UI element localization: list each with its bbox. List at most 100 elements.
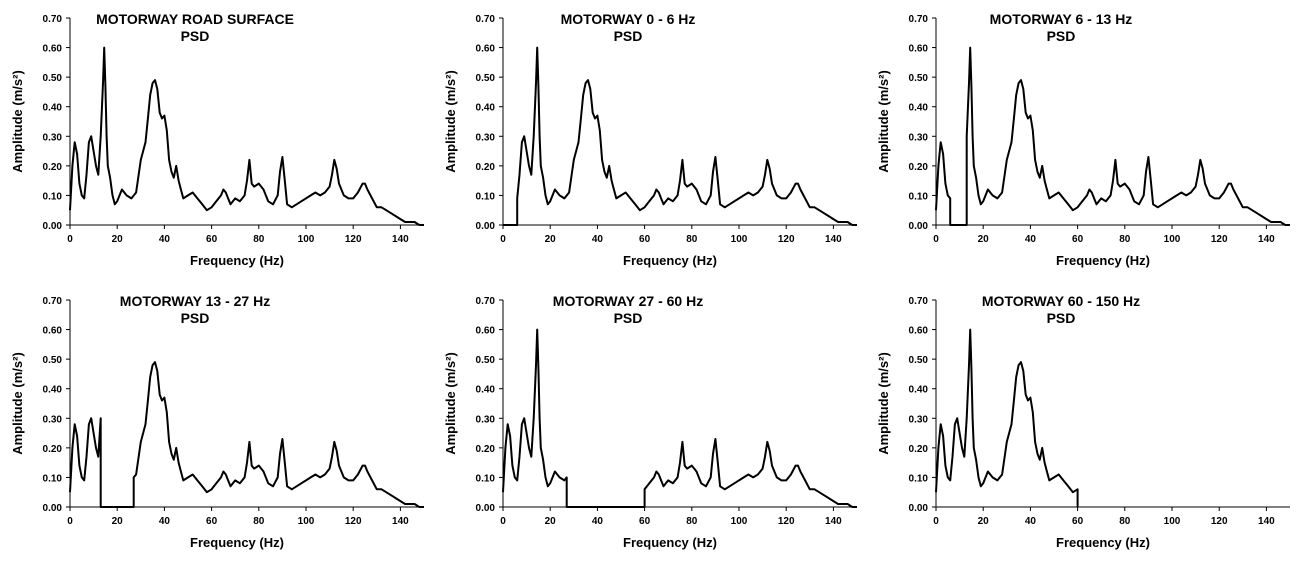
x-axis-label: Frequency (Hz)	[623, 535, 717, 550]
chart-title: MOTORWAY ROAD SURFACE	[96, 11, 294, 27]
x-tick-label: 120	[778, 234, 795, 245]
y-tick-label: 0.40	[476, 103, 496, 114]
y-tick-label: 0.60	[476, 326, 496, 337]
x-axis-label: Frequency (Hz)	[1056, 535, 1150, 550]
x-tick-label: 80	[1119, 516, 1131, 527]
y-tick-label: 0.70	[43, 14, 63, 25]
y-tick-label: 0.50	[476, 355, 496, 366]
axes	[502, 18, 857, 226]
x-tick-label: 140	[825, 516, 842, 527]
x-tick-label: 80	[253, 234, 265, 245]
x-tick-label: 0	[500, 234, 506, 245]
x-tick-label: 140	[1258, 234, 1275, 245]
x-tick-label: 20	[545, 234, 557, 245]
axes	[935, 18, 1290, 226]
y-tick-label: 0.60	[43, 44, 63, 55]
x-tick-label: 40	[159, 516, 171, 527]
x-tick-label: 140	[1258, 516, 1275, 527]
y-tick-label: 0.40	[43, 385, 63, 396]
y-tick-label: 0.60	[476, 44, 496, 55]
x-axis-label: Frequency (Hz)	[1056, 253, 1150, 268]
y-tick-label: 0.70	[476, 14, 496, 25]
x-tick-label: 100	[731, 516, 748, 527]
psd-series-line	[69, 46, 424, 226]
axes	[502, 300, 857, 508]
y-tick-label: 0.00	[476, 221, 496, 232]
y-tick-label: 0.30	[43, 414, 63, 425]
chart-subtitle: PSD	[181, 28, 210, 44]
y-tick-label: 0.10	[43, 473, 63, 484]
psd-series-line	[935, 46, 1290, 226]
y-tick-label: 0.50	[476, 73, 496, 84]
axes	[69, 300, 424, 508]
x-tick-label: 40	[592, 516, 604, 527]
chart-panel-2: MOTORWAY 0 - 6 Hz PSD 0.00 0.10 0.20 0.30 0.40…	[433, 0, 866, 281]
x-tick-label: 140	[825, 234, 842, 245]
y-tick-label: 0.30	[909, 132, 929, 143]
chart-subtitle: PSD	[614, 310, 643, 326]
x-tick-label: 20	[978, 234, 990, 245]
x-tick-label: 100	[731, 234, 748, 245]
psd-series-line	[503, 46, 857, 226]
y-tick-label: 0.50	[909, 355, 929, 366]
x-tick-label: 40	[1025, 234, 1037, 245]
chart-title: MOTORWAY 6 - 13 Hz	[990, 11, 1133, 27]
y-tick-label: 0.00	[43, 503, 63, 514]
x-tick-label: 20	[112, 516, 124, 527]
x-tick-label: 20	[112, 234, 124, 245]
y-tick-label: 0.50	[43, 355, 63, 366]
x-axis-label: Frequency (Hz)	[190, 535, 284, 550]
y-axis-label: Amplitude (m/s²)	[443, 352, 458, 455]
y-tick-label: 0.70	[909, 296, 929, 307]
chart-title: MOTORWAY 60 - 150 Hz	[982, 293, 1140, 309]
y-tick-label: 0.20	[909, 444, 929, 455]
y-tick-label: 0.60	[909, 44, 929, 55]
y-tick-label: 0.60	[909, 326, 929, 337]
chart-subtitle: PSD	[181, 310, 210, 326]
x-tick-label: 0	[67, 234, 73, 245]
y-tick-label: 0.00	[476, 503, 496, 514]
y-tick-label: 0.20	[43, 162, 63, 173]
x-tick-label: 100	[1164, 516, 1181, 527]
psd-series-line	[502, 328, 857, 508]
y-tick-label: 0.70	[476, 296, 496, 307]
x-tick-label: 40	[592, 234, 604, 245]
x-tick-label: 120	[1211, 234, 1228, 245]
chart-panel-4: MOTORWAY 13 - 27 Hz PSD 0.00 0.10 0.20 0.30 0.…	[0, 282, 433, 563]
x-axis-label: Frequency (Hz)	[190, 253, 284, 268]
x-tick-label: 60	[1072, 516, 1084, 527]
y-axis-label: Amplitude (m/s²)	[10, 70, 25, 173]
psd-series-line	[69, 361, 424, 508]
x-tick-label: 140	[392, 516, 409, 527]
y-tick-label: 0.00	[909, 503, 929, 514]
x-tick-label: 60	[1072, 234, 1084, 245]
y-tick-label: 0.70	[43, 296, 63, 307]
chart-title: MOTORWAY 27 - 60 Hz	[553, 293, 703, 309]
x-tick-label: 40	[159, 234, 171, 245]
x-tick-label: 20	[978, 516, 990, 527]
y-axis-label: Amplitude (m/s²)	[10, 352, 25, 455]
chart-panel-6: MOTORWAY 60 - 150 Hz PSD 0.00 0.10 0.20 0.30 0…	[866, 282, 1298, 563]
x-tick-label: 60	[639, 516, 651, 527]
axes	[935, 300, 1290, 508]
x-tick-label: 100	[298, 516, 315, 527]
y-tick-label: 0.30	[43, 132, 63, 143]
chart-title: MOTORWAY 0 - 6 Hz	[561, 11, 696, 27]
x-tick-label: 120	[345, 234, 362, 245]
y-tick-label: 0.40	[476, 385, 496, 396]
y-tick-label: 0.50	[43, 73, 63, 84]
x-tick-label: 0	[933, 234, 939, 245]
x-tick-label: 60	[206, 234, 218, 245]
y-tick-label: 0.60	[43, 326, 63, 337]
y-tick-label: 0.10	[476, 473, 496, 484]
y-tick-label: 0.30	[476, 132, 496, 143]
y-tick-label: 0.30	[909, 414, 929, 425]
y-tick-label: 0.10	[909, 473, 929, 484]
axes	[69, 18, 424, 226]
chart-subtitle: PSD	[1047, 28, 1076, 44]
x-tick-label: 60	[639, 234, 651, 245]
x-tick-label: 20	[545, 516, 557, 527]
y-tick-label: 0.10	[909, 191, 929, 202]
